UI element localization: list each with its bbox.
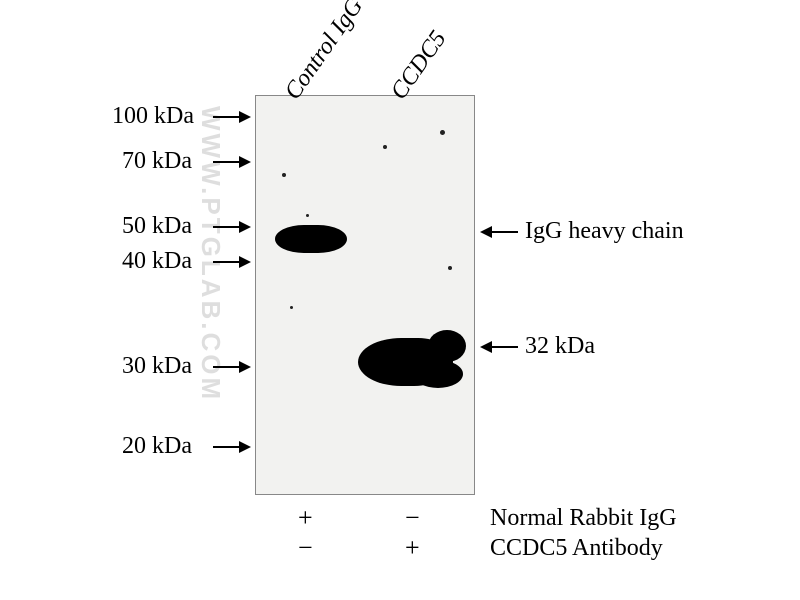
arrow-left-icon <box>482 231 518 233</box>
arrow-right-icon <box>213 446 249 448</box>
band-ccdc5-lobe2 <box>413 360 463 388</box>
arrow-right-icon <box>213 261 249 263</box>
arrow-right-icon <box>213 366 249 368</box>
arrow-left-icon <box>482 346 518 348</box>
arrow-right-icon <box>213 116 249 118</box>
annotation-32kda: 32 kDa <box>525 333 595 360</box>
mw-label: 30 kDa <box>122 353 192 380</box>
mw-label: 100 kDa <box>112 103 194 130</box>
blot-speck <box>383 145 387 149</box>
blot-speck <box>448 266 452 270</box>
annotation-igG-heavy: IgG heavy chain <box>525 218 684 245</box>
blot-speck <box>282 173 286 177</box>
lane-label-ccdc5: CCDC5 <box>386 26 452 105</box>
watermark-text: WWW.PTGLAB.COM <box>195 106 226 402</box>
legend-row2-c2: + <box>405 533 420 563</box>
legend-row1-c1: + <box>298 503 313 533</box>
arrow-right-icon <box>213 161 249 163</box>
blot-frame: WWW.PTGLAB.COM <box>255 95 475 495</box>
band-ccdc5 <box>358 330 468 390</box>
blot-speck <box>440 130 445 135</box>
lane-label-control: Control IgG <box>280 0 369 105</box>
arrow-right-icon <box>213 226 249 228</box>
mw-label: 70 kDa <box>122 148 192 175</box>
legend-row1-c2: − <box>405 503 420 533</box>
blot-speck <box>290 306 293 309</box>
legend-row1-text: Normal Rabbit IgG <box>490 505 677 532</box>
band-igG-heavy <box>275 225 347 253</box>
mw-label: 50 kDa <box>122 213 192 240</box>
mw-label: 40 kDa <box>122 248 192 275</box>
legend-row2-text: CCDC5 Antibody <box>490 535 663 562</box>
figure-container: WWW.PTGLAB.COM Control IgG CCDC5 100 kDa… <box>0 0 800 600</box>
band-ccdc5-lobe <box>428 330 466 362</box>
mw-label: 20 kDa <box>122 433 192 460</box>
blot-speck <box>306 214 309 217</box>
legend-row2-c1: − <box>298 533 313 563</box>
